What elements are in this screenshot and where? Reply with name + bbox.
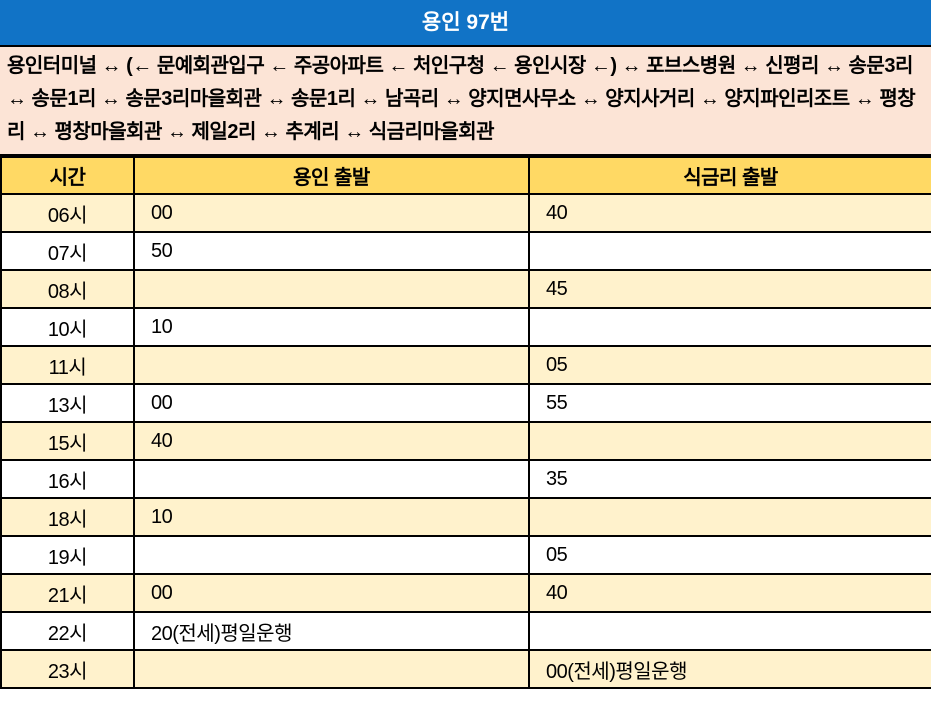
time-value: 21시 — [0, 573, 135, 613]
time-value: 19시 — [0, 535, 135, 575]
time-value: 07시 — [0, 231, 135, 271]
sikgeumri-departure-value: 40 — [528, 193, 931, 233]
time-value: 16시 — [0, 459, 135, 499]
sikgeumri-departure-value — [528, 307, 931, 347]
yongin-departure-value — [133, 269, 530, 309]
yongin-departure-value — [133, 535, 530, 575]
table-row: 11시 05 — [0, 345, 931, 385]
yongin-departure-value: 00 — [133, 573, 530, 613]
table-row: 18시 10 — [0, 497, 931, 537]
sikgeumri-departure-value: 05 — [528, 345, 931, 385]
sikgeumri-departure-value — [528, 231, 931, 271]
table-row: 21시 00 40 — [0, 573, 931, 613]
time-value: 10시 — [0, 307, 135, 347]
sikgeumri-departure-value — [528, 421, 931, 461]
time-value: 22시 — [0, 611, 135, 651]
table-row: 06시 00 40 — [0, 193, 931, 233]
column-header-yongin-departure: 용인 출발 — [133, 156, 530, 195]
sikgeumri-departure-value: 05 — [528, 535, 931, 575]
time-value: 11시 — [0, 345, 135, 385]
yongin-departure-value: 40 — [133, 421, 530, 461]
time-value: 15시 — [0, 421, 135, 461]
yongin-departure-value — [133, 345, 530, 385]
sikgeumri-departure-value: 45 — [528, 269, 931, 309]
sikgeumri-departure-value: 55 — [528, 383, 931, 423]
table-row: 10시 10 — [0, 307, 931, 347]
yongin-departure-value: 10 — [133, 497, 530, 537]
table-row: 13시 00 55 — [0, 383, 931, 423]
yongin-departure-value: 50 — [133, 231, 530, 271]
yongin-departure-value — [133, 459, 530, 499]
time-value: 23시 — [0, 649, 135, 689]
table-row: 15시 40 — [0, 421, 931, 461]
yongin-departure-value: 00 — [133, 193, 530, 233]
yongin-departure-value: 00 — [133, 383, 530, 423]
column-header-sikgeumri-departure: 식금리 출발 — [528, 156, 931, 195]
bus-route-title: 용인 97번 — [0, 0, 931, 47]
yongin-departure-value — [133, 649, 530, 689]
sikgeumri-departure-value — [528, 497, 931, 537]
table-row: 16시 35 — [0, 459, 931, 499]
table-row: 07시 50 — [0, 231, 931, 271]
column-header-time: 시간 — [0, 156, 135, 195]
table-row: 19시 05 — [0, 535, 931, 575]
time-value: 18시 — [0, 497, 135, 537]
sikgeumri-departure-value: 40 — [528, 573, 931, 613]
yongin-departure-value: 20(전세)평일운행 — [133, 611, 530, 651]
sikgeumri-departure-value: 35 — [528, 459, 931, 499]
table-header-row: 시간 용인 출발 식금리 출발 — [0, 156, 931, 195]
route-description: 용인터미널 ↔ (← 문예회관입구 ← 주공아파트 ← 처인구청 ← 용인시장 … — [0, 47, 931, 156]
time-value: 06시 — [0, 193, 135, 233]
table-row: 08시 45 — [0, 269, 931, 309]
yongin-departure-value: 10 — [133, 307, 530, 347]
table-row: 22시 20(전세)평일운행 — [0, 611, 931, 651]
sikgeumri-departure-value — [528, 611, 931, 651]
sikgeumri-departure-value: 00(전세)평일운행 — [528, 649, 931, 689]
table-row: 23시 00(전세)평일운행 — [0, 649, 931, 689]
timetable: 시간 용인 출발 식금리 출발 06시 00 40 07시 50 08시 45 10시 10 11… — [0, 156, 931, 689]
time-value: 13시 — [0, 383, 135, 423]
time-value: 08시 — [0, 269, 135, 309]
